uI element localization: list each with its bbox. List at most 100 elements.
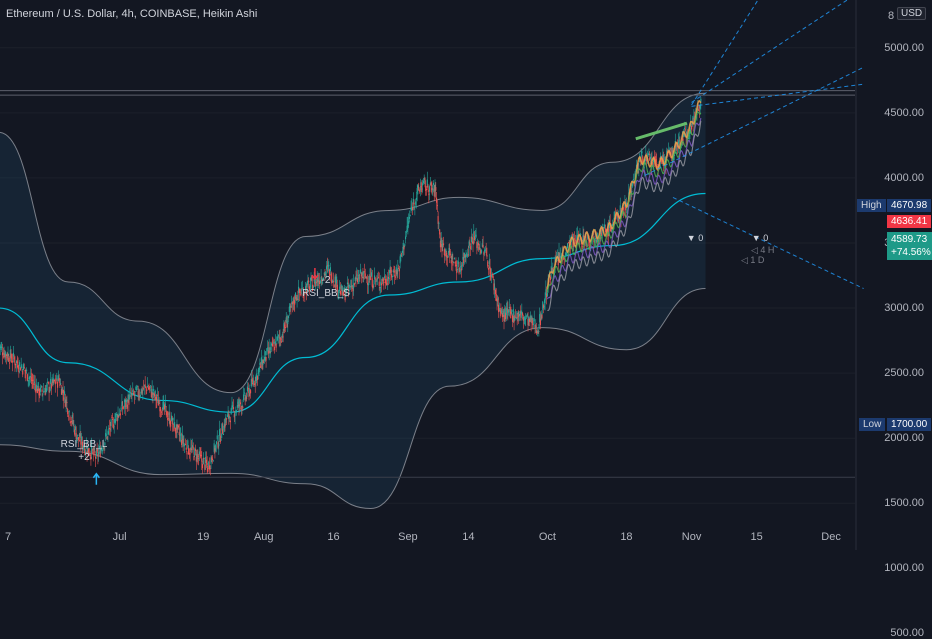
- candle-body: [117, 418, 118, 421]
- high-label-tag: High: [857, 199, 886, 212]
- candle-body: [54, 380, 55, 381]
- candle-body: [145, 384, 146, 385]
- price-tick-label: 4000.00: [884, 172, 924, 184]
- price-chart[interactable]: [0, 0, 932, 550]
- candle-body: [49, 390, 50, 392]
- candle-body: [508, 310, 509, 312]
- candle-body: [693, 116, 694, 119]
- candle-body: [365, 273, 366, 277]
- candle-body: [524, 317, 525, 319]
- candle-body: [41, 386, 42, 387]
- candle-body: [490, 267, 491, 275]
- candle-body: [435, 187, 436, 190]
- candle-body: [191, 449, 192, 450]
- candle-body: [279, 337, 280, 338]
- candle-body: [202, 464, 203, 468]
- candle-body: [125, 402, 126, 407]
- candle-body: [221, 439, 222, 440]
- candle-body: [457, 269, 458, 270]
- candle-body: [169, 413, 170, 415]
- candle-body: [420, 187, 421, 190]
- candle-body: [253, 381, 254, 384]
- price-tick-label: 500.00: [890, 627, 924, 639]
- candle-body: [261, 357, 262, 364]
- price-tick-partial: 8: [888, 10, 894, 22]
- candle-body: [236, 411, 237, 412]
- candle-body: [162, 402, 163, 409]
- candle-body: [290, 306, 291, 308]
- candle-body: [465, 256, 466, 257]
- candle-body: [121, 402, 122, 406]
- time-tick-label: Sep: [398, 531, 418, 543]
- candle-body: [478, 243, 479, 245]
- time-tick-label: Aug: [254, 531, 274, 543]
- candle-body: [171, 416, 172, 421]
- candle-body: [366, 278, 367, 279]
- candle-body: [208, 462, 209, 466]
- candle-body: [297, 299, 298, 300]
- candle-body: [51, 384, 52, 389]
- candle-body: [449, 251, 450, 256]
- candle-body: [501, 309, 502, 312]
- candle-body: [232, 405, 233, 406]
- candle-body: [237, 405, 238, 408]
- candle-body: [418, 187, 419, 190]
- candle-body: [137, 386, 138, 387]
- high-value-tag: 4670.98: [887, 199, 931, 212]
- candle-body: [111, 417, 112, 418]
- candle-body: [656, 162, 657, 163]
- candle-body: [529, 319, 530, 322]
- currency-button[interactable]: USD: [897, 7, 926, 20]
- candle-body: [395, 277, 396, 278]
- candle-body: [73, 420, 74, 424]
- candle-body: [158, 400, 159, 405]
- candle-body: [153, 389, 154, 391]
- candle-body: [128, 400, 129, 405]
- candle-body: [263, 361, 264, 363]
- candle-body: [46, 385, 47, 387]
- candle-body: [414, 203, 415, 205]
- candle-body: [69, 417, 70, 421]
- candle-body: [280, 338, 281, 340]
- candle-body: [428, 193, 429, 195]
- candle-body: [394, 275, 395, 277]
- candle-body: [453, 262, 454, 263]
- candle-body: [40, 387, 41, 391]
- candle-body: [383, 282, 384, 283]
- candle-body: [110, 428, 111, 430]
- candle-body: [57, 382, 58, 388]
- candle-body: [18, 366, 19, 370]
- candle-body: [494, 287, 495, 290]
- candle-body: [401, 253, 402, 254]
- time-tick-label: 14: [462, 531, 474, 543]
- candle-body: [256, 373, 257, 375]
- candle-body: [220, 436, 221, 442]
- candle-body: [427, 179, 428, 185]
- candle-body: [488, 268, 489, 270]
- candle-body: [177, 425, 178, 426]
- candle-body: [166, 411, 167, 417]
- candle-body: [38, 382, 39, 387]
- candle-body: [11, 353, 12, 358]
- candle-body: [379, 287, 380, 288]
- candle-body: [35, 383, 36, 385]
- candle-body: [71, 421, 72, 422]
- candle-body: [244, 392, 245, 393]
- side-label-1d: ◁ 1 D: [741, 254, 764, 267]
- candle-body: [135, 391, 136, 392]
- candle-body: [443, 244, 444, 245]
- candle-body: [472, 237, 473, 239]
- candle-body: [272, 342, 273, 343]
- candle-body: [384, 276, 385, 278]
- candle-body: [213, 460, 214, 461]
- low-value-tag: 1700.00: [887, 418, 931, 431]
- candle-body: [424, 178, 425, 180]
- close-price-tag: 4589.73 +74.56%: [887, 232, 932, 260]
- candle-body: [547, 293, 548, 296]
- candle-body: [121, 408, 122, 411]
- candle-body: [231, 408, 232, 414]
- candle-body: [156, 399, 157, 400]
- candle-body: [183, 443, 184, 444]
- time-tick-label: 7: [5, 531, 11, 543]
- candle-body: [186, 448, 187, 450]
